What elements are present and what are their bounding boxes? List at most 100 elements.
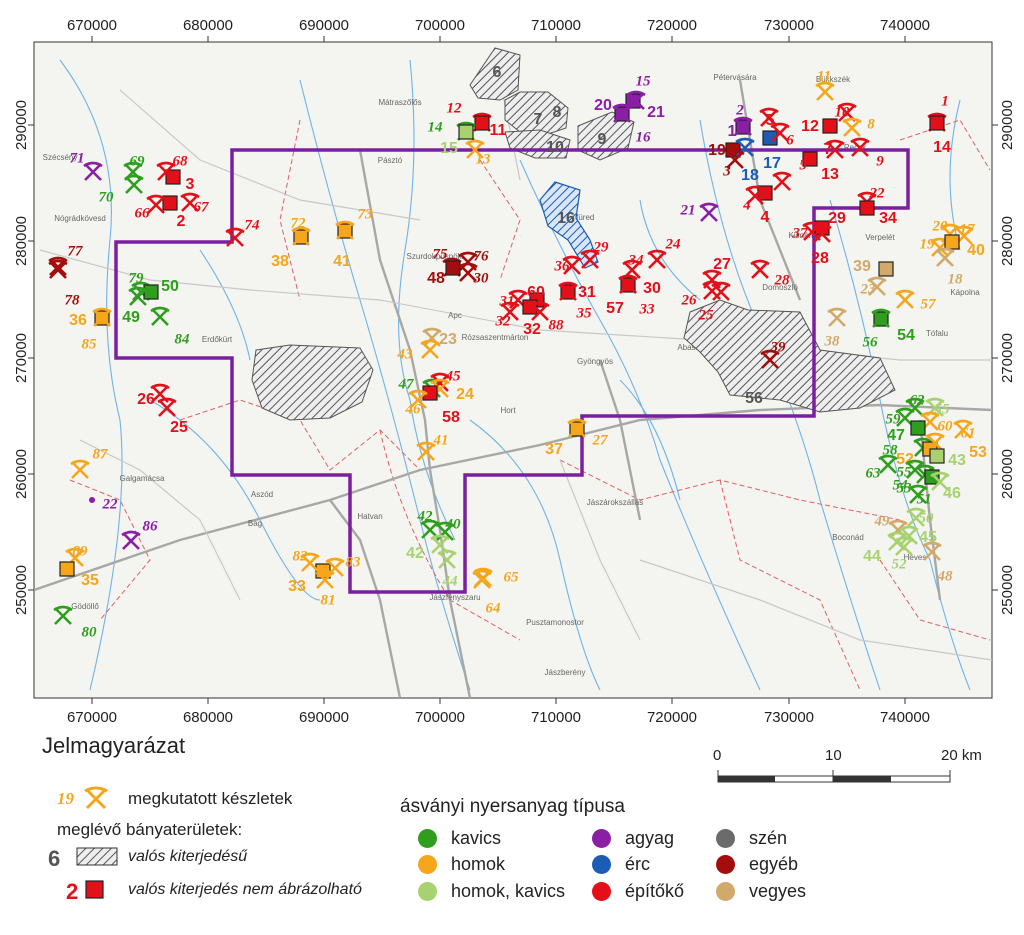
mine-marker-86[interactable]: 86 (121, 518, 158, 550)
mine-marker-8[interactable]: 8 (553, 104, 562, 121)
mine-marker-4b[interactable]: 4 (742, 185, 765, 213)
mine-marker-43b[interactable]: 43 (929, 448, 966, 469)
mine-marker-25b[interactable]: 25 (698, 281, 731, 323)
mine-marker-3b[interactable]: 3 (722, 149, 745, 179)
mine-marker-38[interactable]: 38 (271, 226, 311, 270)
mine-marker-64[interactable]: 64 (472, 569, 501, 616)
mine-marker-55b[interactable]: 55 (897, 459, 925, 480)
mine-marker-88[interactable]: 88 (530, 301, 564, 333)
mine-marker-45b[interactable]: 45 (899, 525, 937, 546)
mine-marker-58[interactable]: 58 (422, 385, 460, 426)
mine-marker-5b[interactable]: 5 (772, 157, 807, 191)
mine-marker-59[interactable]: 59 (886, 407, 915, 427)
mine-marker-9[interactable]: 9 (598, 131, 607, 148)
mine-marker-79[interactable]: 79 (129, 270, 151, 301)
mine-marker-26[interactable]: 26 (137, 383, 170, 408)
mine-marker-63[interactable]: 63 (866, 454, 898, 481)
mine-marker-48b[interactable]: 48 (922, 541, 953, 584)
mine-marker-46b[interactable]: 46 (930, 471, 961, 502)
mine-marker-3[interactable]: 3 (165, 169, 195, 193)
mine-marker-13b[interactable]: 13 (802, 151, 839, 183)
mine-marker-39[interactable]: 39 (760, 339, 786, 369)
mine-marker-80[interactable]: 80 (53, 605, 97, 640)
mine-marker-68[interactable]: 68 (156, 153, 188, 181)
mine-marker-18[interactable]: 18 (735, 137, 759, 184)
mine-marker-28[interactable]: 28 (750, 259, 790, 288)
mine-marker-39b[interactable]: 39 (853, 258, 894, 277)
mine-marker-35[interactable]: 35 (59, 561, 99, 589)
mine-marker-71[interactable]: 71 (70, 150, 103, 181)
mine-marker-15b[interactable]: 15 (625, 73, 651, 109)
mine-marker-13[interactable]: 13 (465, 139, 491, 167)
mine-marker-44[interactable]: 44 (437, 549, 458, 589)
mine-marker-56b[interactable]: 56 (745, 390, 763, 407)
mine-marker-22[interactable]: 22 (89, 496, 118, 512)
mine-marker-27b[interactable]: 27 (567, 418, 608, 448)
mine-marker-7b[interactable]: 7 (824, 139, 845, 159)
mine-marker-2[interactable]: 2 (162, 195, 186, 230)
mine-marker-10b[interactable]: 10 (835, 102, 857, 122)
mine-marker-42b[interactable]: 42 (406, 534, 450, 562)
mine-marker-78[interactable]: 78 (48, 259, 80, 308)
mine-marker-69[interactable]: 69 (123, 153, 145, 181)
mine-marker-5[interactable]: 5 (759, 107, 779, 129)
mine-marker-15[interactable]: 15 (440, 124, 474, 157)
mine-marker-34b[interactable]: 34 (859, 200, 897, 227)
mine-marker-24b[interactable]: 24 (647, 236, 681, 269)
mine-marker-61[interactable]: 61 (953, 419, 976, 441)
mine-marker-30[interactable]: 30 (458, 262, 489, 286)
mine-marker-82[interactable]: 82 (293, 548, 320, 572)
mine-marker-36b[interactable]: 36 (554, 255, 582, 275)
mine-marker-17[interactable]: 17 (762, 130, 781, 172)
mine-marker-16[interactable]: 16 (612, 103, 651, 145)
mine-marker-33b[interactable]: 33 (618, 274, 655, 317)
mine-marker-50[interactable]: 50 (143, 278, 179, 300)
mine-marker-6b[interactable]: 6 (770, 122, 794, 148)
mine-marker-23b[interactable]: 23 (860, 276, 887, 297)
mine-marker-34[interactable]: 34 (622, 252, 644, 279)
mine-marker-42[interactable]: 42 (417, 508, 440, 539)
mine-marker-10[interactable]: 10 (546, 139, 564, 156)
mine-marker-67[interactable]: 67 (180, 192, 209, 215)
mine-marker-41[interactable]: 41 (333, 220, 355, 270)
mine-marker-60b[interactable]: 60 (920, 411, 953, 434)
mine-marker-49b[interactable]: 49 (874, 513, 908, 539)
mine-marker-70[interactable]: 70 (99, 174, 144, 205)
mine-marker-6[interactable]: 6 (493, 64, 502, 81)
mine-marker-55[interactable]: 55 (925, 397, 950, 417)
mine-marker-12b[interactable]: 12 (801, 118, 838, 135)
mine-marker-47b[interactable]: 47 (887, 420, 926, 444)
mine-marker-66[interactable]: 66 (135, 194, 166, 221)
mine-marker-11b[interactable]: 11 (815, 68, 835, 101)
mine-marker-52b[interactable]: 52 (892, 536, 914, 572)
mine-marker-40[interactable]: 40 (944, 234, 985, 259)
mine-marker-32b[interactable]: 32 (495, 301, 520, 329)
mine-marker-81[interactable]: 81 (315, 569, 336, 608)
mine-marker-53[interactable]: 53 (925, 432, 987, 461)
mine-marker-38b[interactable]: 38 (824, 307, 847, 349)
mine-marker-48[interactable]: 48 (427, 260, 461, 287)
mine-marker-25[interactable]: 25 (157, 397, 188, 436)
mine-marker-41b[interactable]: 41 (416, 432, 449, 461)
mine-marker-40[interactable]: 40 (435, 516, 461, 541)
mine-marker-74[interactable]: 74 (225, 217, 260, 247)
mine-marker-87[interactable]: 87 (70, 446, 108, 479)
mine-marker-49[interactable]: 49 (122, 286, 148, 326)
mine-marker-21b[interactable]: 21 (680, 202, 719, 222)
mine-marker-84[interactable]: 84 (150, 306, 190, 347)
mine-marker-85[interactable]: 85 (82, 307, 112, 352)
mine-marker-43[interactable]: 43 (397, 339, 440, 362)
mine-marker-28b[interactable]: 28 (811, 223, 832, 267)
mine-marker-7[interactable]: 7 (534, 111, 543, 128)
mine-marker-16b[interactable]: 16 (557, 210, 575, 227)
mine-marker-29[interactable]: 29 (580, 239, 609, 269)
mine-marker-46[interactable]: 46 (405, 389, 428, 417)
mine-marker-35[interactable]: 35 (558, 281, 592, 321)
mine-marker-9b[interactable]: 9 (850, 137, 884, 169)
mine-marker-45[interactable]: 45 (430, 368, 461, 392)
mine-marker-1b[interactable]: 1 (728, 116, 753, 140)
mine-marker-56c[interactable]: 56 (863, 308, 891, 350)
mine-marker-8b[interactable]: 8 (842, 116, 875, 137)
mine-marker-14[interactable]: 14 (929, 115, 951, 156)
mine-marker-50b[interactable]: 50 (906, 507, 934, 527)
